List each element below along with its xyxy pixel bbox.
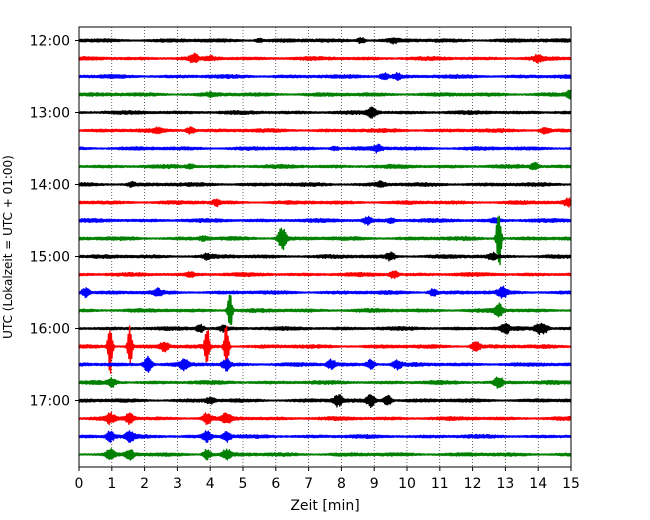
y-tick-label: 12:00: [30, 34, 70, 50]
y-tick-label: 13:00: [30, 106, 70, 122]
seismogram-trace: [78, 161, 572, 171]
seismogram-trace: [78, 52, 572, 64]
x-tick-label: 1: [107, 476, 116, 492]
x-tick-label: 10: [398, 476, 416, 492]
x-tick-label: 12: [464, 476, 482, 492]
x-tick-label: 4: [206, 476, 215, 492]
trace-line: [78, 215, 572, 266]
x-tick-label: 7: [304, 476, 313, 492]
trace-line: [78, 294, 572, 326]
seismogram-trace: [78, 411, 572, 426]
trace-line: [78, 72, 572, 81]
seismogram-trace: [78, 89, 572, 100]
trace-line: [78, 355, 572, 373]
trace-line: [78, 270, 572, 280]
y-tick-label: 16:00: [30, 322, 70, 338]
seismogram-trace: [78, 294, 572, 326]
plot-frame: [78, 26, 572, 468]
trace-line: [78, 215, 572, 226]
trace-line: [78, 36, 572, 45]
seismogram-trace: [78, 215, 572, 266]
trace-line: [78, 106, 572, 119]
trace-line: [78, 89, 572, 100]
x-tick-label: 8: [337, 476, 346, 492]
trace-line: [78, 126, 572, 135]
vertical-grid: [111, 27, 539, 467]
trace-line: [78, 393, 572, 409]
trace-line: [78, 285, 572, 299]
y-tick-label: 15:00: [30, 250, 70, 266]
x-tick-label: 2: [140, 476, 149, 492]
x-axis: 0 1 2 3 4 5 6 7 8 9 10 11 12 13 14 15: [75, 467, 580, 492]
seismogram-trace: [78, 106, 572, 119]
x-tick-label: 9: [370, 476, 379, 492]
seismogram-trace: [78, 72, 572, 81]
seismogram-trace: [78, 322, 572, 336]
y-tick-label: 14:00: [30, 178, 70, 194]
y-axis: 12:00 13:00 14:00 15:00 16:00 17:00: [30, 34, 79, 410]
trace-line: [78, 161, 572, 171]
seismogram-trace: [78, 430, 572, 443]
seismogram-trace: [78, 393, 572, 409]
seismogram-trace: [78, 376, 572, 389]
y-axis-title: UTC (Lokalzeit = UTC + 01:00): [1, 155, 15, 339]
seismogram-trace: [78, 251, 572, 262]
trace-line: [78, 430, 572, 443]
seismogram-trace: [78, 126, 572, 135]
seismogram-trace: [78, 355, 572, 373]
seismogram-trace: [78, 285, 572, 299]
trace-line: [78, 52, 572, 64]
trace-line: [78, 411, 572, 426]
trace-line: [78, 322, 572, 336]
seismogram-trace: [78, 143, 572, 154]
seismogram-trace: [78, 215, 572, 226]
seismogram-trace: [78, 270, 572, 280]
x-tick-label: 11: [431, 476, 449, 492]
seismogram-trace: [78, 36, 572, 45]
x-tick-label: 6: [271, 476, 280, 492]
seismogram-traces: [78, 36, 572, 461]
y-tick-label: 17:00: [30, 394, 70, 410]
seismogram-trace: [78, 180, 572, 188]
x-axis-title: Zeit [min]: [290, 498, 359, 514]
seismogram-trace: [78, 448, 572, 461]
trace-line: [78, 448, 572, 461]
trace-line: [78, 376, 572, 389]
x-tick-label: 14: [529, 476, 547, 492]
x-tick-label: 15: [562, 476, 580, 492]
trace-line: [78, 197, 572, 208]
trace-line: [78, 143, 572, 154]
x-tick-label: 13: [496, 476, 514, 492]
trace-line: [78, 251, 572, 262]
trace-line: [78, 180, 572, 188]
x-tick-label: 0: [75, 476, 84, 492]
seismogram-trace: [78, 325, 572, 374]
x-tick-label: 3: [173, 476, 182, 492]
seismogram-trace: [78, 197, 572, 208]
x-tick-label: 5: [239, 476, 248, 492]
trace-line: [78, 325, 572, 374]
